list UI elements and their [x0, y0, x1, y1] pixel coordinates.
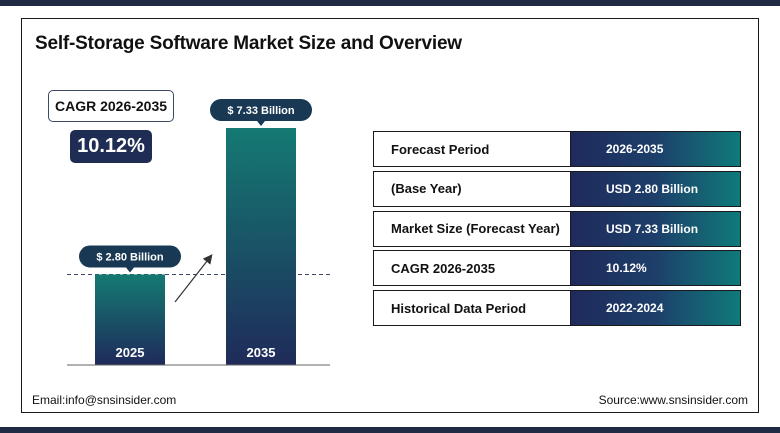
table-row-label: CAGR 2026-2035	[374, 251, 571, 286]
overview-table: Forecast Period 2026-2035 (Base Year) USD 2…	[373, 131, 741, 330]
data-label: $ 7.33 Billion	[227, 105, 295, 117]
data-label-pointer	[126, 267, 134, 273]
footer-source: Source:www.snsinsider.com	[598, 393, 748, 407]
category-label: 2025	[116, 345, 145, 360]
data-label-pointer	[257, 121, 265, 126]
table-row: Forecast Period 2026-2035	[373, 131, 741, 167]
table-row-value: USD 7.33 Billion	[571, 211, 740, 246]
cagr-value: 10.12%	[70, 130, 152, 163]
footer-email: Email:info@snsinsider.com	[32, 393, 177, 407]
data-label-pill	[210, 99, 312, 121]
bar	[95, 274, 165, 365]
table-row: (Base Year) USD 2.80 Billion	[373, 170, 741, 207]
data-label: $ 2.80 Billion	[96, 251, 164, 263]
category-label: 2035	[247, 345, 276, 360]
table-row-label: Historical Data Period	[374, 291, 571, 326]
table-row-label: Forecast Period	[374, 132, 571, 166]
table-row-value: USD 2.80 Billion	[571, 171, 740, 206]
table-row: Market Size (Forecast Year) USD 7.33 Bill…	[373, 210, 741, 247]
table-row-value: 2026-2035	[571, 132, 740, 166]
cagr-label: CAGR 2026-2035	[48, 90, 174, 122]
bottom-band	[0, 427, 780, 433]
table-row: CAGR 2026-2035 10.12%	[373, 250, 741, 287]
table-row-value: 2022-2024	[571, 291, 740, 326]
growth-arrow	[174, 254, 213, 303]
table-row: Historical Data Period 2022-2024	[373, 290, 741, 327]
page-title: Self-Storage Software Market Size and Ov…	[35, 33, 462, 54]
table-row-value: 10.12%	[571, 251, 740, 286]
data-label-pill	[79, 245, 181, 268]
bar	[226, 128, 296, 365]
table-row-label: (Base Year)	[374, 171, 571, 206]
table-row-label: Market Size (Forecast Year)	[374, 211, 571, 246]
top-band	[0, 0, 780, 6]
